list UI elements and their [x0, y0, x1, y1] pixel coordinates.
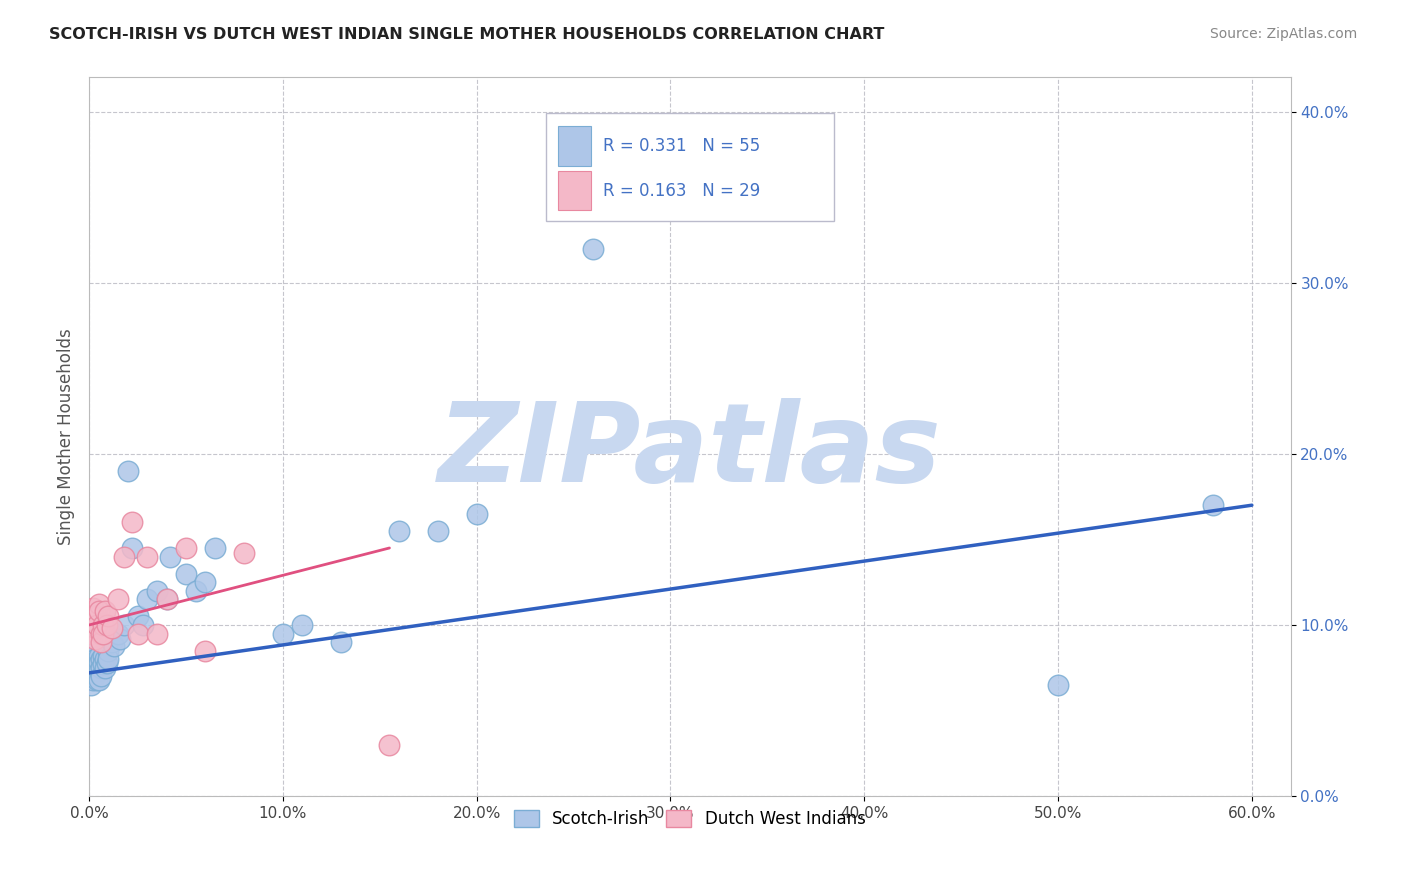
Point — [388, 524, 411, 538]
Point — [97, 609, 120, 624]
Point — [112, 549, 135, 564]
Point — [291, 618, 314, 632]
Point — [91, 626, 114, 640]
Point — [86, 656, 108, 670]
Point — [93, 661, 115, 675]
Point — [233, 546, 256, 560]
Point — [91, 648, 114, 663]
Point — [174, 566, 197, 581]
Point — [112, 618, 135, 632]
Point — [83, 661, 105, 675]
Point — [155, 592, 177, 607]
Point — [90, 669, 112, 683]
Point — [93, 604, 115, 618]
Point — [582, 242, 605, 256]
Point — [121, 541, 143, 555]
Point — [194, 575, 217, 590]
Point — [87, 648, 110, 663]
Point — [117, 464, 139, 478]
Point — [82, 609, 104, 624]
Point — [87, 598, 110, 612]
Text: R = 0.163   N = 29: R = 0.163 N = 29 — [603, 182, 761, 200]
Point — [83, 643, 105, 657]
Point — [82, 648, 104, 663]
Point — [426, 524, 449, 538]
Point — [107, 626, 129, 640]
Y-axis label: Single Mother Households: Single Mother Households — [58, 328, 75, 545]
Point — [159, 549, 181, 564]
Text: Source: ZipAtlas.com: Source: ZipAtlas.com — [1209, 27, 1357, 41]
Point — [86, 673, 108, 687]
Point — [83, 621, 105, 635]
FancyBboxPatch shape — [546, 113, 834, 221]
Point — [87, 673, 110, 687]
Point — [146, 583, 169, 598]
Text: ZIPatlas: ZIPatlas — [437, 398, 942, 505]
Point — [174, 541, 197, 555]
Point — [465, 507, 488, 521]
Point — [378, 738, 401, 752]
FancyBboxPatch shape — [558, 127, 592, 166]
Point — [108, 632, 131, 646]
Point — [90, 652, 112, 666]
Point — [82, 656, 104, 670]
Point — [86, 618, 108, 632]
Point — [1202, 498, 1225, 512]
Point — [101, 621, 124, 635]
Point — [132, 618, 155, 632]
Point — [136, 549, 159, 564]
Point — [83, 632, 105, 646]
Point — [82, 673, 104, 687]
Point — [127, 609, 149, 624]
Point — [155, 592, 177, 607]
Point — [83, 669, 105, 683]
Point — [184, 583, 207, 598]
Point — [80, 652, 103, 666]
Point — [97, 652, 120, 666]
Point — [96, 656, 118, 670]
Point — [103, 639, 125, 653]
Point — [83, 652, 105, 666]
Point — [80, 661, 103, 675]
Point — [136, 592, 159, 607]
Point — [80, 626, 103, 640]
Point — [80, 669, 103, 683]
Point — [90, 661, 112, 675]
Point — [91, 657, 114, 672]
Point — [204, 541, 226, 555]
Point — [87, 656, 110, 670]
Text: R = 0.331   N = 55: R = 0.331 N = 55 — [603, 137, 761, 155]
Point — [271, 626, 294, 640]
Point — [121, 516, 143, 530]
Point — [87, 664, 110, 678]
Point — [86, 664, 108, 678]
Point — [97, 643, 120, 657]
Legend: Scotch-Irish, Dutch West Indians: Scotch-Irish, Dutch West Indians — [508, 803, 872, 835]
Point — [90, 626, 112, 640]
Point — [90, 635, 112, 649]
Point — [146, 626, 169, 640]
Point — [330, 635, 353, 649]
Point — [91, 618, 114, 632]
Point — [101, 635, 124, 649]
Point — [87, 604, 110, 618]
Point — [82, 600, 104, 615]
Point — [80, 678, 103, 692]
FancyBboxPatch shape — [558, 171, 592, 211]
Point — [93, 652, 115, 666]
Point — [1047, 678, 1070, 692]
Point — [194, 643, 217, 657]
Point — [96, 618, 118, 632]
Point — [127, 626, 149, 640]
Point — [107, 592, 129, 607]
Point — [86, 609, 108, 624]
Point — [80, 618, 103, 632]
Point — [82, 665, 104, 680]
Text: SCOTCH-IRISH VS DUTCH WEST INDIAN SINGLE MOTHER HOUSEHOLDS CORRELATION CHART: SCOTCH-IRISH VS DUTCH WEST INDIAN SINGLE… — [49, 27, 884, 42]
